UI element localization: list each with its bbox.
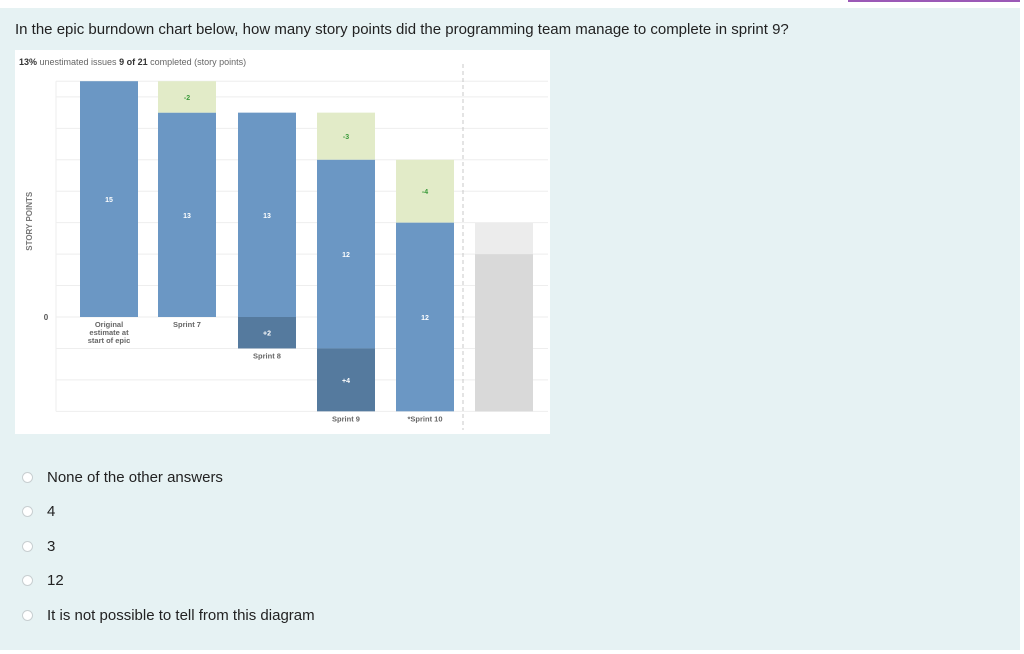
- option-label: None of the other answers: [47, 468, 223, 486]
- y-tick-label: 0: [44, 313, 49, 322]
- bar-value-label: +4: [342, 378, 350, 385]
- radio-button[interactable]: [22, 575, 33, 587]
- bar-value-label: 12: [342, 252, 350, 259]
- bar-segment-added: [238, 317, 296, 349]
- bar-value-label: +2: [263, 331, 271, 338]
- bar-segment-completed: [317, 112, 375, 160]
- answer-options: None of the other answers 4 3 12 It is n…: [22, 460, 315, 633]
- category-label: Sprint 8: [253, 351, 281, 360]
- bar-segment-remaining: [158, 112, 216, 317]
- option-3[interactable]: 3: [22, 529, 315, 564]
- option-label: It is not possible to tell from this dia…: [47, 606, 315, 624]
- category-label: start of epic: [88, 336, 131, 345]
- option-12[interactable]: 12: [22, 564, 315, 599]
- bar-segment-added: [317, 348, 375, 412]
- top-accent-line: [848, 0, 1020, 2]
- bar-segment-completed: [396, 159, 454, 223]
- radio-button[interactable]: [22, 540, 33, 552]
- option-label: 4: [47, 503, 56, 521]
- stats-header: 13% unestimated issues 9 of 21 completed…: [19, 57, 246, 67]
- category-label: Sprint 9: [332, 414, 360, 423]
- bar-segment-remaining: [238, 112, 296, 317]
- category-label: *Sprint 10: [407, 414, 442, 423]
- bar-value-label: 13: [183, 213, 191, 220]
- bar-segment-completed: [158, 81, 216, 113]
- y-axis-label: STORY POINTS: [25, 191, 34, 251]
- bar-value-label: -3: [343, 134, 349, 141]
- bar-value-label: 12: [421, 315, 429, 322]
- bar-segment-forecast: [475, 254, 533, 412]
- stats-text: completed (story points): [148, 57, 247, 67]
- question-text: In the epic burndown chart below, how ma…: [15, 21, 789, 38]
- bar-segment-remaining: [80, 81, 138, 317]
- radio-button[interactable]: [22, 506, 33, 518]
- burndown-chart: 13% unestimated issues 9 of 21 completed…: [15, 50, 550, 434]
- chart-svg: 13% unestimated issues 9 of 21 completed…: [19, 57, 548, 430]
- option-4[interactable]: 4: [22, 495, 315, 530]
- option-none[interactable]: None of the other answers: [22, 460, 315, 495]
- bar-value-label: -2: [184, 95, 190, 102]
- bar-segment-remaining: [317, 159, 375, 349]
- radio-button[interactable]: [22, 609, 33, 621]
- stats-text: 9 of 21: [119, 57, 148, 67]
- category-label: estimate at: [89, 328, 129, 337]
- option-not-possible[interactable]: It is not possible to tell from this dia…: [22, 598, 315, 633]
- option-label: 12: [47, 572, 64, 590]
- option-label: 3: [47, 537, 56, 555]
- category-label: Original: [95, 320, 123, 329]
- bar-value-label: 15: [105, 197, 113, 204]
- category-label: Sprint 7: [173, 320, 201, 329]
- radio-button[interactable]: [22, 471, 33, 483]
- bar-segment-forecast_light: [475, 222, 533, 255]
- bar-segment-remaining: [396, 222, 454, 412]
- bar-value-label: -4: [422, 189, 428, 196]
- stats-text: unestimated issues: [37, 57, 119, 67]
- stats-text: 13%: [19, 57, 37, 67]
- bar-value-label: 13: [263, 213, 271, 220]
